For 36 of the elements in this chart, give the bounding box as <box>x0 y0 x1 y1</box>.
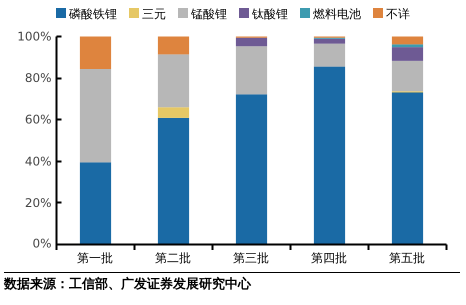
y-tick-label: 100% <box>17 30 52 44</box>
bar <box>314 38 346 44</box>
bar <box>236 38 268 46</box>
bar <box>80 162 112 244</box>
bar <box>392 44 424 48</box>
bar <box>158 54 190 108</box>
bar <box>80 36 112 69</box>
bar <box>236 94 268 244</box>
x-tick-label: 第一批 <box>76 250 114 267</box>
y-tick-label: 20% <box>24 196 52 210</box>
y-tick-label: 40% <box>24 154 52 168</box>
bar <box>158 36 190 54</box>
bar <box>392 47 424 61</box>
legend-label: 锰酸锂 <box>190 7 227 21</box>
legend-label: 磷酸铁锂 <box>68 7 117 21</box>
legend-label: 三元 <box>141 7 166 21</box>
source-note: 数据来源：工信部、广发证券发展研究中心 <box>4 272 460 295</box>
bar <box>80 68 112 162</box>
bar <box>392 92 424 244</box>
bar <box>158 118 190 244</box>
bar <box>314 44 346 67</box>
bar <box>314 66 346 244</box>
bar <box>392 36 424 44</box>
bar <box>392 60 424 92</box>
bar <box>158 107 190 118</box>
legend-label: 钛酸锂 <box>251 7 288 21</box>
y-tick-label: 80% <box>24 71 52 86</box>
x-tick-label: 第二批 <box>154 250 192 267</box>
y-tick-label: 0% <box>32 236 52 250</box>
x-tick-label: 第五批 <box>388 250 426 267</box>
x-tick-label: 第四批 <box>310 250 348 267</box>
x-tick-label: 第三批 <box>232 250 270 267</box>
legend-label: 燃料电池 <box>312 7 361 21</box>
legend-label: 不详 <box>385 7 410 21</box>
y-tick-label: 60% <box>24 112 52 127</box>
bar <box>236 46 268 94</box>
